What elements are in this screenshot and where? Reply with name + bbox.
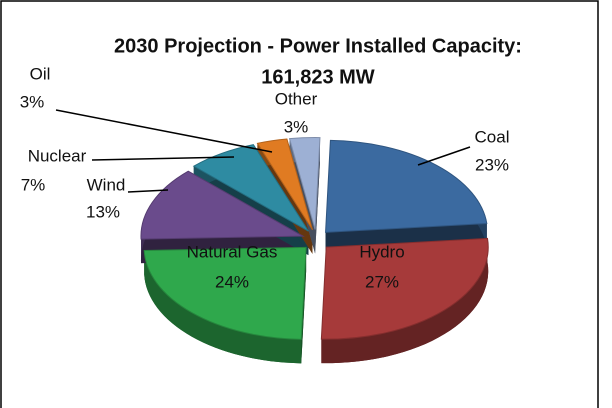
slice-side bbox=[321, 238, 489, 364]
leader-line bbox=[417, 146, 471, 166]
leader-line bbox=[91, 156, 235, 161]
slice bbox=[192, 144, 309, 232]
category-label: Oil bbox=[30, 64, 51, 83]
category-label: Hydro bbox=[359, 242, 404, 261]
chart-subtitle: 161,823 MW bbox=[261, 66, 375, 88]
slice bbox=[288, 137, 321, 230]
chart-title: 2030 Projection - Power Installed Capaci… bbox=[114, 35, 522, 57]
value-label: 23% bbox=[475, 155, 509, 174]
value-label: 13% bbox=[86, 202, 120, 221]
slice bbox=[256, 138, 313, 231]
category-label: Nuclear bbox=[28, 146, 87, 165]
value-label: 24% bbox=[215, 272, 249, 291]
value-label: 3% bbox=[284, 117, 309, 136]
category-label: Wind bbox=[87, 175, 126, 194]
value-label: 7% bbox=[21, 175, 46, 194]
value-label: 3% bbox=[20, 92, 45, 111]
leader-line bbox=[55, 109, 273, 153]
value-label: 27% bbox=[365, 272, 399, 291]
leader-line bbox=[127, 189, 169, 193]
category-label: Other bbox=[275, 89, 318, 108]
category-label: Natural Gas bbox=[187, 242, 278, 261]
slice bbox=[325, 139, 488, 233]
category-label: Coal bbox=[475, 127, 510, 146]
slice-side bbox=[144, 250, 302, 364]
slice bbox=[320, 237, 489, 340]
slice bbox=[143, 246, 307, 340]
slice bbox=[140, 170, 305, 240]
